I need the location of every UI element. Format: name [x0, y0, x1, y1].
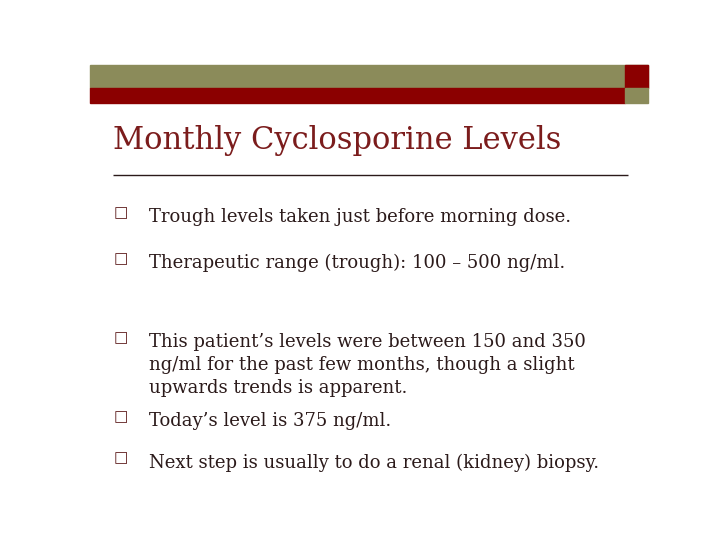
Text: □: □	[114, 451, 128, 465]
Text: □: □	[114, 331, 128, 345]
Text: □: □	[114, 252, 128, 266]
Text: □: □	[114, 206, 128, 220]
Text: Today’s level is 375 ng/ml.: Today’s level is 375 ng/ml.	[148, 412, 391, 430]
Text: Monthly Cyclosporine Levels: Monthly Cyclosporine Levels	[114, 125, 562, 156]
Text: Therapeutic range (trough): 100 – 500 ng/ml.: Therapeutic range (trough): 100 – 500 ng…	[148, 254, 565, 272]
Text: Next step is usually to do a renal (kidney) biopsy.: Next step is usually to do a renal (kidn…	[148, 454, 599, 472]
Bar	[90, 88, 624, 104]
Bar	[624, 88, 648, 104]
Text: This patient’s levels were between 150 and 350
ng/ml for the past few months, th: This patient’s levels were between 150 a…	[148, 333, 585, 397]
Bar	[90, 65, 648, 88]
Text: Trough levels taken just before morning dose.: Trough levels taken just before morning …	[148, 208, 571, 226]
Bar	[624, 65, 648, 88]
Text: □: □	[114, 410, 128, 424]
